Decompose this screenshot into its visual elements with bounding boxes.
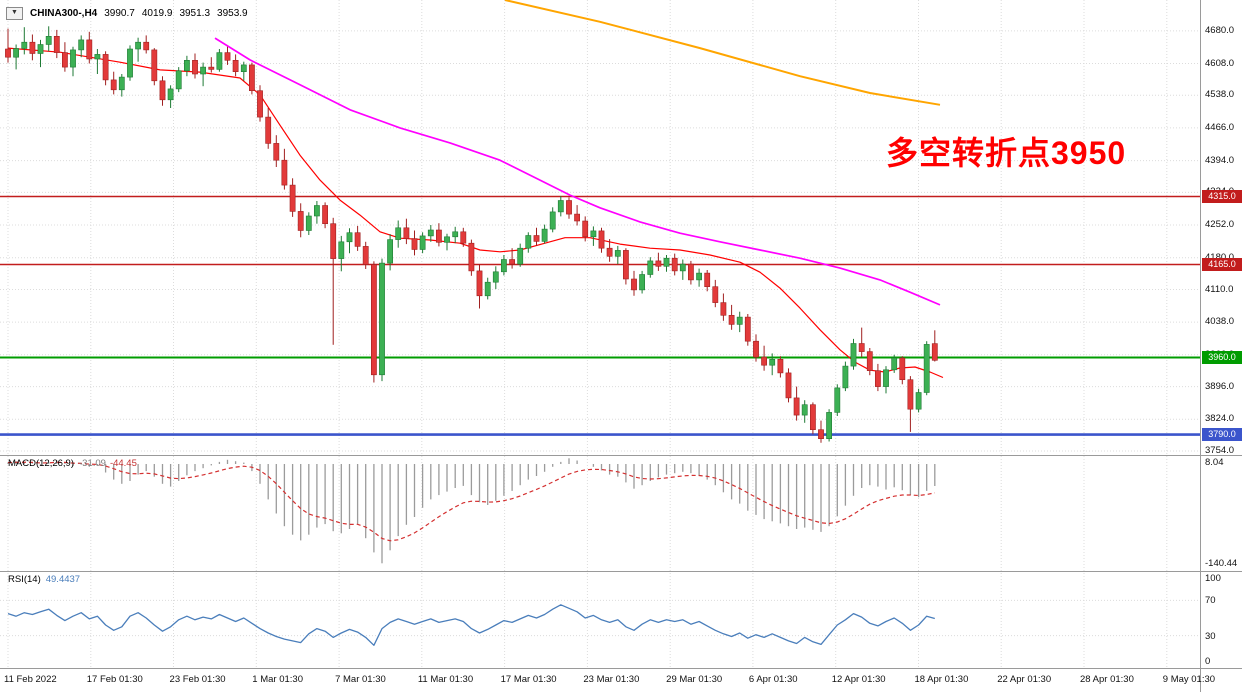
price-tick-label: 4608.0 [1205,57,1235,69]
price-tick-label: 4466.0 [1205,121,1235,133]
rsi-value: 49.4437 [45,574,81,585]
rsi-indicator-label: RSI(14) 49.4437 [8,574,80,585]
price-tick-label: 3824.0 [1205,413,1235,425]
price-tick-label: 4038.0 [1205,316,1235,328]
macd-name: MACD(12,26,9) [8,458,74,469]
price-tick-label: 4110.0 [1205,283,1234,295]
price-tick-label: 4394.0 [1205,154,1235,166]
ohlc-close: 3953.9 [217,8,248,19]
time-tick-label: 7 Mar 01:30 [335,674,386,685]
symbol-timeframe-label: CHINA300-,H4 [30,8,98,19]
ohlc-low: 3951.3 [179,8,211,19]
price-level-badge: 3960.0 [1202,350,1242,364]
macd-indicator-label: MACD(12,26,9) -31.09 -44.45 [8,458,137,469]
price-level-badge: 3790.0 [1202,427,1242,441]
time-tick-label: 18 Apr 01:30 [914,674,969,685]
rsi-scale-label: 100 [1205,573,1221,584]
ohlc-open: 3990.7 [104,8,135,19]
ohlc-high: 4019.9 [141,8,173,19]
rsi-scale-label: 70 [1205,595,1216,607]
time-tick-label: 1 Mar 01:30 [252,674,303,685]
time-tick-label: 22 Apr 01:30 [997,674,1052,685]
time-tick-label: 17 Feb 01:30 [86,674,143,685]
macd-signal-value: -44.45 [109,458,137,469]
time-tick-label: 11 Feb 2022 [4,674,57,685]
time-tick-label: 9 May 01:30 [1162,674,1216,685]
macd-scale-label: -140.44 [1205,558,1238,569]
time-tick-label: 17 Mar 01:30 [500,674,557,685]
price-scale[interactable]: 4680.04608.04538.04466.04394.04324.04252… [1202,0,1242,692]
rsi-name: RSI(14) [8,574,41,585]
price-tick-label: 4252.0 [1205,219,1235,230]
price-tick-label: 4680.0 [1205,24,1235,36]
price-tick-label: 4538.0 [1205,89,1235,101]
time-tick-label: 23 Feb 01:30 [169,674,226,685]
rsi-scale-label: 0 [1205,656,1211,667]
price-tick-label: 3896.0 [1205,380,1235,392]
price-level-badge: 4165.0 [1202,257,1242,271]
price-tick-label: 4180.0 [1205,252,1234,263]
rsi-scale-label: 30 [1205,630,1216,642]
time-tick-label: 11 Mar 01:30 [417,674,474,685]
time-tick-label: 29 Mar 01:30 [666,674,723,685]
time-tick-label: 23 Mar 01:30 [583,674,640,685]
chart-header: ▼ CHINA300-,H4 3990.7 4019.9 3951.3 3953… [6,7,248,20]
price-level-badge: 4315.0 [1202,189,1242,203]
time-tick-label: 12 Apr 01:30 [831,674,886,685]
time-tick-label: 6 Apr 01:30 [748,674,798,685]
time-tick-label: 28 Apr 01:30 [1080,674,1134,685]
price-tick-label: 3754.0 [1205,445,1235,456]
symbol-dropdown-button[interactable]: ▼ [6,7,23,20]
macd-main-value: -31.09 [79,458,106,469]
annotation-text[interactable]: 多空转折点3950 [886,135,1127,171]
macd-scale-label: 8.04 [1205,457,1224,468]
